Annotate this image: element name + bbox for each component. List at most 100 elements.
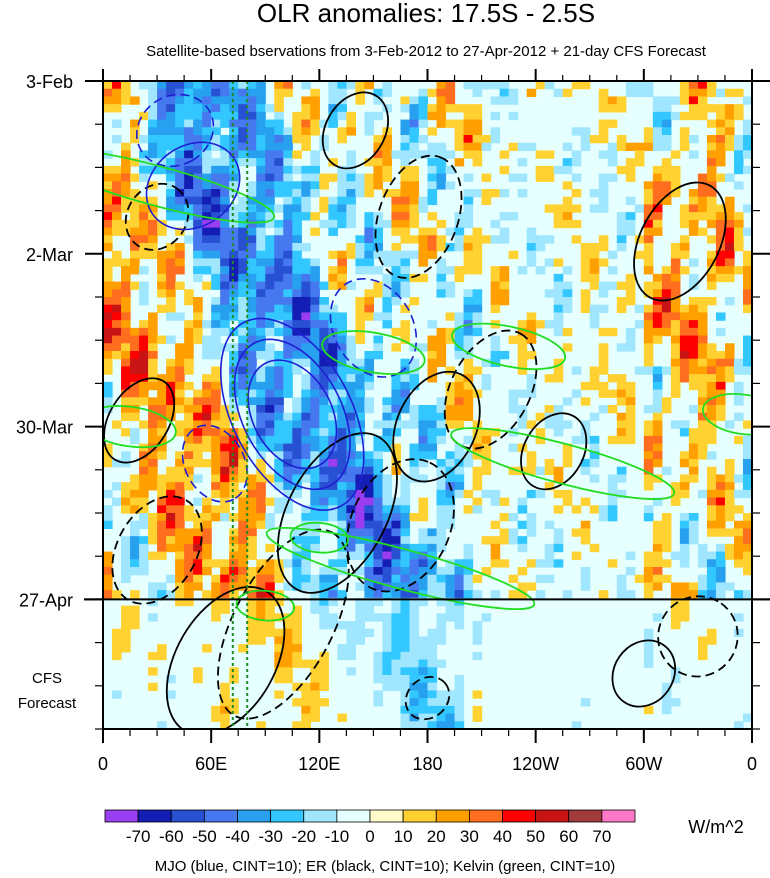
olr-cell <box>643 628 654 638</box>
olr-cell <box>121 605 131 614</box>
olr-cell <box>391 397 402 406</box>
olr-cell <box>229 281 239 290</box>
olr-cell <box>301 698 311 707</box>
olr-cell <box>229 351 239 360</box>
olr-cell <box>652 297 663 306</box>
olr-cell <box>571 435 582 445</box>
olr-cell <box>220 104 230 113</box>
er-contour <box>443 329 538 450</box>
olr-cell <box>454 351 465 360</box>
olr-cell <box>130 281 140 290</box>
olr-cell <box>715 513 726 522</box>
olr-cell <box>256 489 266 499</box>
olr-cell <box>265 366 275 375</box>
olr-cell <box>652 435 663 445</box>
olr-cell <box>166 590 176 599</box>
x-tick-label: 0 <box>98 754 108 774</box>
olr-cell <box>238 343 248 352</box>
olr-cell <box>256 204 266 213</box>
olr-cell <box>427 173 438 182</box>
olr-cell <box>238 489 248 499</box>
olr-cell <box>733 543 744 553</box>
olr-cell <box>697 173 708 182</box>
olr-cell <box>445 405 456 414</box>
olr-cell <box>319 135 329 144</box>
olr-cell <box>166 335 176 344</box>
olr-cell <box>184 482 194 491</box>
olr-cell <box>139 327 149 337</box>
olr-cell <box>166 374 176 383</box>
olr-cell <box>229 574 239 584</box>
olr-cell <box>247 312 257 321</box>
olr-cell <box>103 289 113 298</box>
olr-cell <box>373 567 384 576</box>
olr-cell <box>238 358 248 368</box>
olr-cell <box>715 358 726 368</box>
olr-cell <box>463 150 474 159</box>
olr-cell <box>382 513 393 522</box>
olr-cell <box>256 111 266 121</box>
olr-cell <box>652 227 663 236</box>
olr-cell <box>472 142 483 152</box>
olr-cell <box>184 150 194 159</box>
olr-cell <box>454 127 465 136</box>
olr-cell <box>679 135 690 144</box>
olr-cell <box>256 443 266 452</box>
olr-cell <box>697 196 708 206</box>
olr-cell <box>157 405 167 414</box>
olr-cell <box>310 543 320 553</box>
olr-cell <box>616 297 627 306</box>
olr-cell <box>292 320 302 329</box>
olr-cell <box>463 343 474 352</box>
olr-cell <box>139 343 149 352</box>
olr-cell <box>454 574 465 584</box>
olr-cell <box>742 266 752 275</box>
olr-cell <box>715 142 726 152</box>
olr-cell <box>265 312 275 321</box>
olr-cell <box>283 289 293 298</box>
olr-cell <box>499 96 510 105</box>
olr-cell <box>229 705 239 715</box>
olr-cell <box>103 327 113 337</box>
olr-cell <box>733 721 744 729</box>
olr-cell <box>103 567 113 576</box>
olr-cell <box>391 644 402 653</box>
olr-cell <box>463 543 474 553</box>
olr-cell <box>283 158 293 167</box>
olr-cell <box>670 335 681 344</box>
olr-cell <box>517 366 528 375</box>
olr-cell <box>454 682 465 692</box>
olr-cell <box>382 420 393 429</box>
olr-cell <box>166 135 176 144</box>
olr-cell <box>454 605 465 614</box>
olr-cell <box>544 173 555 182</box>
olr-cell <box>409 127 420 136</box>
olr-cell <box>283 304 293 314</box>
olr-cell <box>490 559 501 568</box>
olr-cell <box>292 273 302 283</box>
colorbar-label: 70 <box>592 827 611 846</box>
olr-cell <box>616 389 627 398</box>
olr-cell <box>400 389 411 398</box>
olr-cell <box>463 196 474 206</box>
olr-cell <box>535 243 546 252</box>
olr-cell <box>202 420 212 429</box>
olr-cell <box>643 327 654 337</box>
olr-cell <box>310 474 320 483</box>
olr-cell <box>715 127 726 136</box>
olr-cell <box>274 597 284 607</box>
olr-cell <box>382 659 393 668</box>
olr-cell <box>112 104 122 113</box>
olr-cell <box>625 428 636 437</box>
olr-cell <box>715 582 726 591</box>
olr-cell <box>229 559 239 568</box>
olr-cell <box>139 420 149 429</box>
olr-cell <box>202 235 212 244</box>
olr-cell <box>265 567 275 576</box>
olr-cell <box>607 497 618 506</box>
olr-cell <box>445 312 456 321</box>
olr-cell <box>184 181 194 190</box>
olr-cell <box>544 258 555 267</box>
olr-cell <box>256 397 266 406</box>
olr-cell <box>319 412 329 422</box>
